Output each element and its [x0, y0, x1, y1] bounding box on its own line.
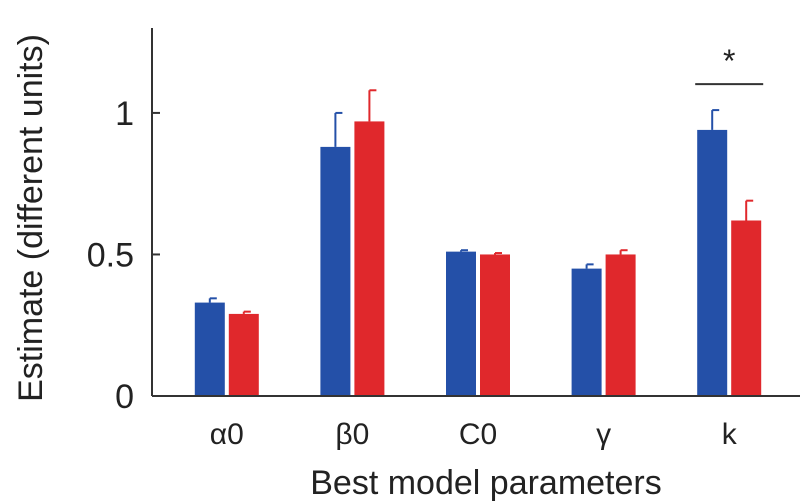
y-axis-title: Estimate (different units): [12, 34, 50, 402]
bar-C0-series-2: [480, 254, 510, 396]
y-tick-label: 0.5: [87, 236, 134, 274]
bars-layer: [194, 89, 762, 397]
x-tick-label: α0: [210, 418, 244, 451]
bar-C0-series-1: [446, 251, 476, 396]
bar-k-series-1: [697, 129, 728, 396]
x-tick-label: β0: [335, 418, 369, 451]
x-tick-label: k: [722, 418, 738, 451]
y-tick-label: 0: [115, 378, 134, 416]
x-axis-title: Best model parameters: [310, 464, 662, 502]
significance-marker: *: [723, 43, 735, 79]
bar-α0-series-1: [194, 302, 225, 396]
bar-γ-series-2: [605, 254, 636, 396]
y-tick-labels: 00.51: [87, 95, 160, 416]
bar-α0-series-2: [228, 313, 259, 396]
x-tick-labels: α0 β0 C0 γ k: [210, 418, 738, 451]
bar-β0-series-2: [354, 121, 385, 397]
annotations-layer: *: [695, 43, 764, 86]
bar-γ-series-1: [571, 268, 602, 396]
bar-β0-series-1: [320, 146, 351, 396]
y-tick-label: 1: [115, 95, 134, 133]
x-tick-label: C0: [459, 418, 497, 451]
bar-k-series-2: [731, 220, 762, 396]
axes-layer: [151, 28, 800, 397]
x-tick-label: γ: [596, 418, 611, 451]
